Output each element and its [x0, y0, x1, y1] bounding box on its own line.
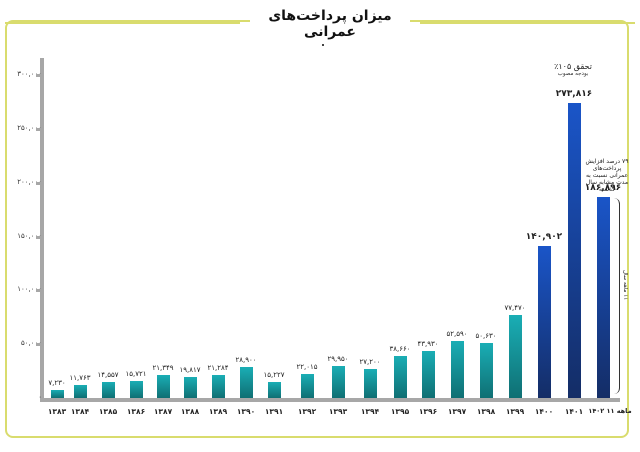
- decorative-dot: [322, 44, 324, 46]
- bar-value-label: ۷۷,۴۷۰: [504, 303, 526, 312]
- bar-value-label: ۷,۲۳۰: [48, 379, 66, 388]
- y-tick-label: ۱۰۰,۰۰۰: [17, 285, 42, 294]
- bar-value-label: ۱۴,۵۵۷: [97, 371, 119, 380]
- bar-value-label: ۲۷۳,۸۱۶: [555, 89, 593, 100]
- bar-value-label: ۲۹,۹۵۰: [327, 354, 349, 363]
- bar-value-label: ۳۸,۶۶۰: [389, 345, 411, 354]
- bar-value-label: ۱۴۰,۹۰۲: [525, 232, 563, 243]
- bar-4: [156, 375, 170, 398]
- x-tick-label: ۱۳۸۸: [180, 407, 200, 416]
- bar-16: [508, 314, 522, 398]
- bar-17: [537, 246, 551, 398]
- bar-value-label: ۴۳,۹۳۰: [417, 339, 439, 348]
- x-tick-label: ۱۳۸۵: [98, 407, 118, 416]
- bar-value-label: ۵۲,۵۹۰: [446, 330, 468, 339]
- achievement-subtitle: بودجه مصوب: [557, 71, 589, 77]
- x-tick-label: ۱۳۹۰: [236, 407, 256, 416]
- y-tick-label: ۲۵۰,۰۰۰: [17, 123, 42, 132]
- x-tick-label: ۱۳۹۹: [505, 407, 525, 416]
- bar-value-label: ۱۱,۷۶۳: [69, 374, 91, 383]
- achievement-annotation: تحقق ۱۰۵٪ بودجه مصوب: [545, 62, 601, 77]
- bar-19: [596, 196, 610, 398]
- x-tick-label: ۱۳۸۶: [126, 407, 146, 416]
- y-tick-mark: [36, 289, 41, 293]
- bar-value-label: ۲۱,۳۴۹: [152, 364, 174, 372]
- chart-title: میزان پرداخت‌های عمرانی: [250, 8, 410, 40]
- y-tick-label: ۱۵۰,۰۰۰: [17, 231, 42, 240]
- bar-7: [239, 366, 253, 398]
- bar-value-label: ۱۵,۲۲۷: [263, 370, 285, 379]
- bar-9: [300, 374, 314, 398]
- x-axis: [40, 398, 620, 402]
- y-tick-label: ۲۰۰,۰۰۰: [17, 177, 42, 186]
- x-tick-label: ۱۴۰۲ ۱۱ ماهه: [588, 407, 632, 415]
- x-tick-label: ۱۳۹۴: [360, 407, 380, 416]
- bar-11: [363, 368, 377, 398]
- bar-10: [331, 365, 345, 398]
- x-tick-label: ۱۳۹۶: [418, 407, 438, 416]
- bar-value-label: ۲۱,۲۸۴: [207, 364, 229, 373]
- bar-1: [73, 385, 87, 398]
- bar-8: [267, 381, 281, 398]
- y-tick-label: ۳۰۰,۰۰۰: [17, 70, 42, 78]
- bar-value-label: ۱۵,۷۲۱: [125, 370, 147, 379]
- x-tick-label: ۱۴۰۰: [534, 407, 554, 416]
- x-tick-label: ۱۳۹۷: [447, 407, 467, 416]
- x-tick-label: ۱۳۹۸: [476, 407, 496, 416]
- bar-value-label: ۲۷,۲۰۰: [359, 357, 381, 366]
- title-bar: میزان پرداخت‌های عمرانی: [0, 6, 640, 40]
- bar-15: [479, 343, 493, 398]
- y-tick-mark: [36, 74, 41, 77]
- bar-13: [421, 350, 435, 398]
- bar-18: [567, 103, 581, 398]
- title-divider-right: [420, 22, 635, 24]
- x-tick-label: ۱۳۹۵: [390, 407, 410, 416]
- bar-value-label: ۲۲,۰۱۵: [296, 363, 318, 372]
- bar-2: [101, 382, 115, 398]
- x-tick-label: ۱۳۸۷: [153, 407, 173, 416]
- y-tick-label: ۰: [38, 393, 42, 401]
- bar-value-label: ۵۰,۶۳۰: [475, 332, 497, 341]
- bar-0: [50, 390, 64, 398]
- x-tick-label: ۱۳۹۳: [328, 407, 348, 416]
- x-tick-label: ۱۳۸۹: [208, 407, 228, 416]
- bar-value-label: ۱۹,۸۱۷: [179, 365, 201, 374]
- y-tick-mark: [36, 235, 41, 239]
- y-tick-label: ۵۰,۰۰۰: [20, 339, 42, 348]
- title-divider-left: [5, 22, 240, 24]
- bar-12: [393, 356, 407, 398]
- achievement-percent: تحقق ۱۰۵٪: [554, 62, 592, 71]
- increase-note: ۷۹ درصد افزایش پرداخت‌های عمرانی نسبت به…: [585, 158, 629, 193]
- y-tick-mark: [36, 127, 41, 131]
- x-tick-label: ۱۳۸۴: [70, 407, 90, 416]
- brace-label: ۱۱ ماهه سال: [622, 270, 628, 301]
- x-tick-label: ۱۳۹۲: [297, 407, 317, 416]
- bar-6: [211, 375, 225, 398]
- bar-value-label: ۱۸۶,۸۹۶: [584, 182, 622, 193]
- x-tick-label: ۱۴۰۱: [564, 407, 584, 416]
- brace-icon: [612, 198, 620, 394]
- bar-value-label: ۲۸,۹۰۰: [235, 355, 257, 364]
- x-tick-label: ۱۳۹۱: [264, 407, 284, 416]
- bar-14: [450, 341, 464, 398]
- bar-3: [129, 381, 143, 398]
- y-tick-mark: [36, 181, 41, 185]
- bar-5: [183, 376, 197, 398]
- y-tick-mark: [36, 343, 41, 347]
- x-tick-label: ۱۳۸۳: [47, 407, 67, 416]
- y-axis: [40, 58, 44, 402]
